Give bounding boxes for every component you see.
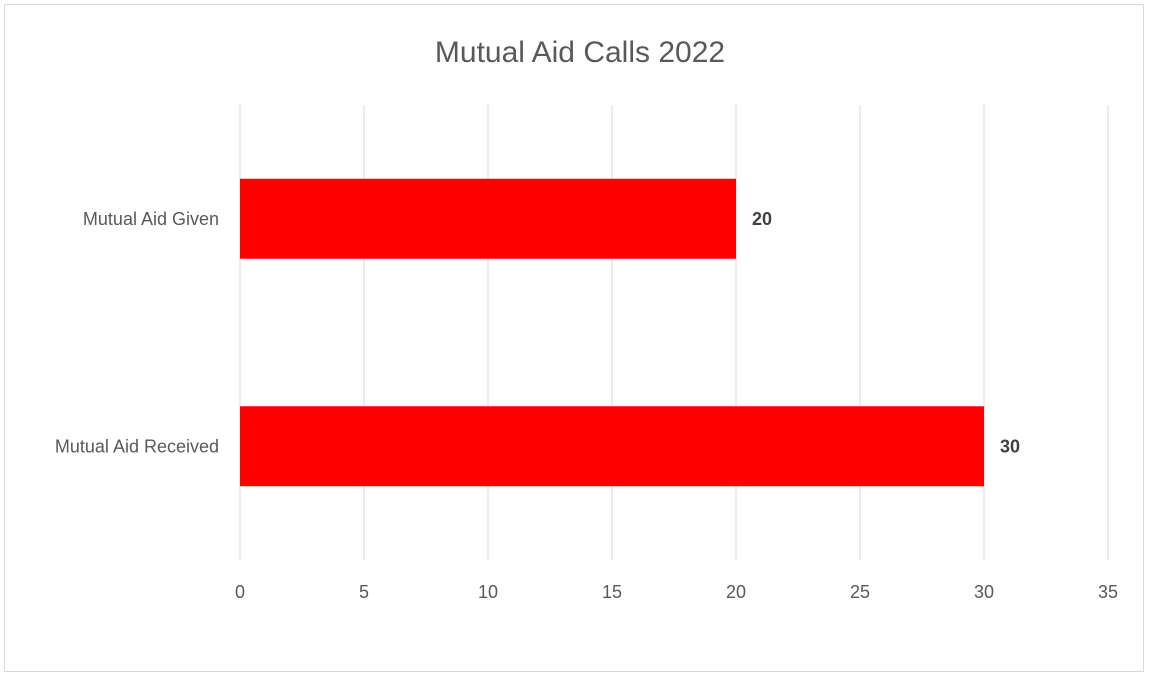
data-label: 20 — [752, 209, 772, 229]
category-label: Mutual Aid Given — [83, 209, 219, 229]
data-label: 30 — [1000, 436, 1020, 456]
gridlines — [239, 105, 1109, 560]
x-tick-label: 35 — [1098, 582, 1118, 602]
x-axis-ticks: 0 5 10 15 20 25 30 35 — [235, 582, 1118, 602]
bar — [240, 178, 736, 259]
category-labels: Mutual Aid Given Mutual Aid Received — [55, 209, 219, 457]
x-tick-label: 10 — [478, 582, 498, 602]
x-tick-label: 0 — [235, 582, 245, 602]
bars — [240, 178, 984, 487]
x-tick-label: 25 — [850, 582, 870, 602]
chart-area — [4, 4, 1144, 672]
x-tick-label: 20 — [726, 582, 746, 602]
bar — [240, 406, 984, 487]
x-tick-label: 30 — [974, 582, 994, 602]
x-tick-label: 15 — [602, 582, 622, 602]
x-tick-label: 5 — [359, 582, 369, 602]
chart-title: Mutual Aid Calls 2022 — [435, 36, 725, 69]
category-label: Mutual Aid Received — [55, 436, 219, 456]
